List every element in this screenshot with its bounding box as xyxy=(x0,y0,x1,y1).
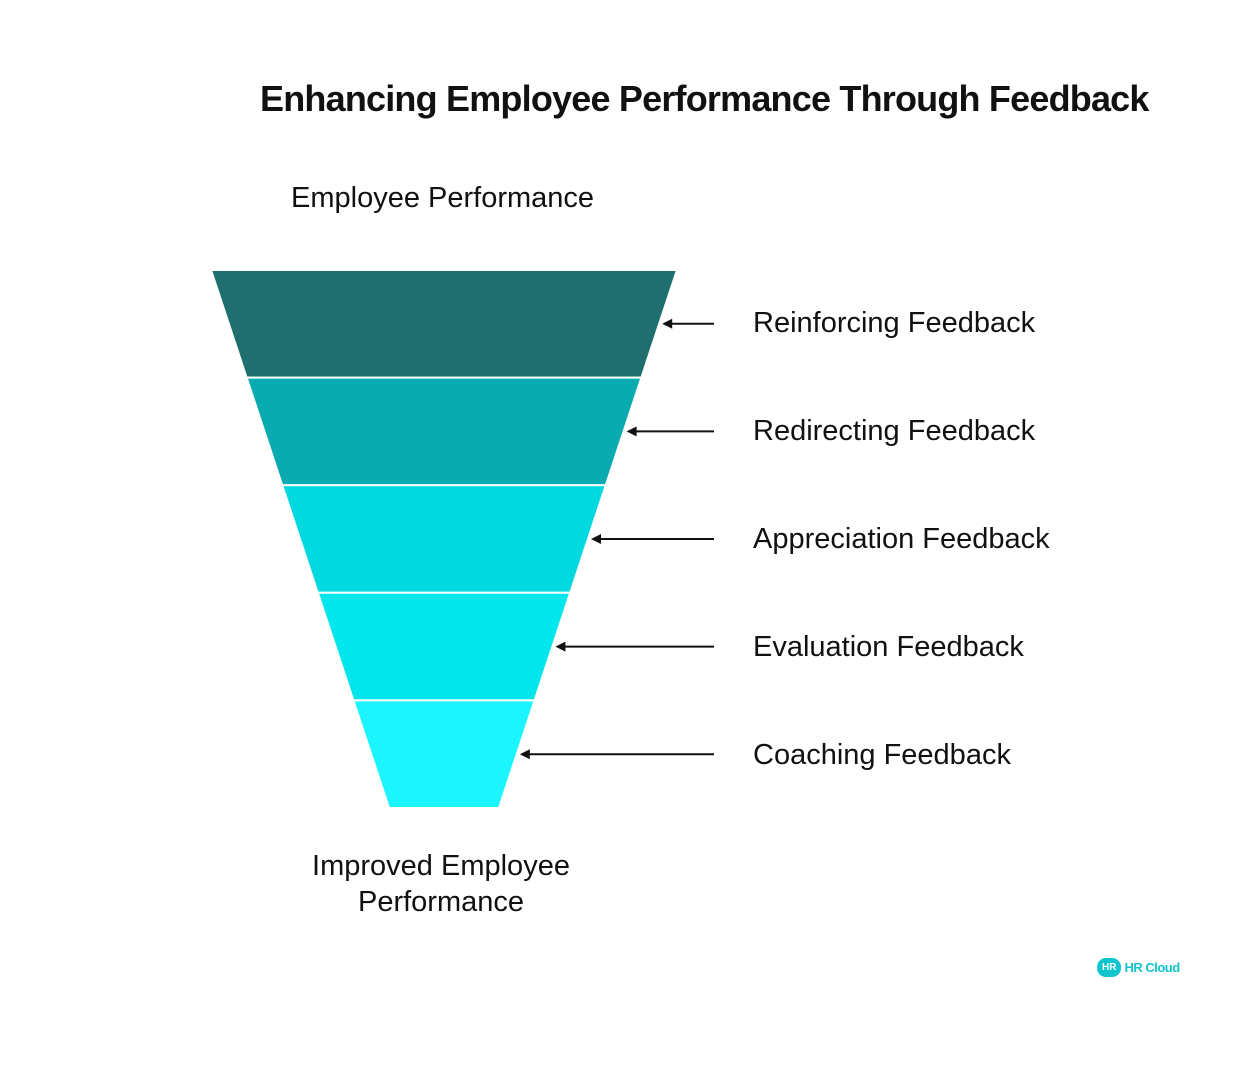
logo-text: HR Cloud xyxy=(1124,960,1180,975)
funnel-top-label: Employee Performance xyxy=(291,182,595,214)
funnel-stage xyxy=(280,484,608,594)
arrow-left-icon xyxy=(662,318,673,329)
stage-label: Reinforcing Feedback xyxy=(753,307,1036,339)
funnel-stage xyxy=(352,699,536,809)
hr-cloud-logo: HR HR Cloud xyxy=(1097,958,1180,977)
funnel-stage xyxy=(316,591,572,702)
stage-label: Coaching Feedback xyxy=(753,739,1011,771)
diagram-title: Enhancing Employee Performance Through F… xyxy=(260,78,1149,119)
cloud-icon: HR xyxy=(1097,958,1122,977)
funnel-stage xyxy=(209,269,679,379)
arrow-left-icon xyxy=(555,641,566,652)
arrow-left-icon xyxy=(626,426,637,437)
stage-label: Appreciation Feedback xyxy=(753,523,1050,555)
arrow-left-icon xyxy=(591,534,601,544)
funnel-bottom-label: Improved Employee Performance xyxy=(312,850,570,918)
stage-label: Evaluation Feedback xyxy=(753,631,1024,663)
arrow-left-icon xyxy=(519,749,530,760)
funnel-stage xyxy=(245,376,643,487)
stage-label: Redirecting Feedback xyxy=(753,415,1036,447)
